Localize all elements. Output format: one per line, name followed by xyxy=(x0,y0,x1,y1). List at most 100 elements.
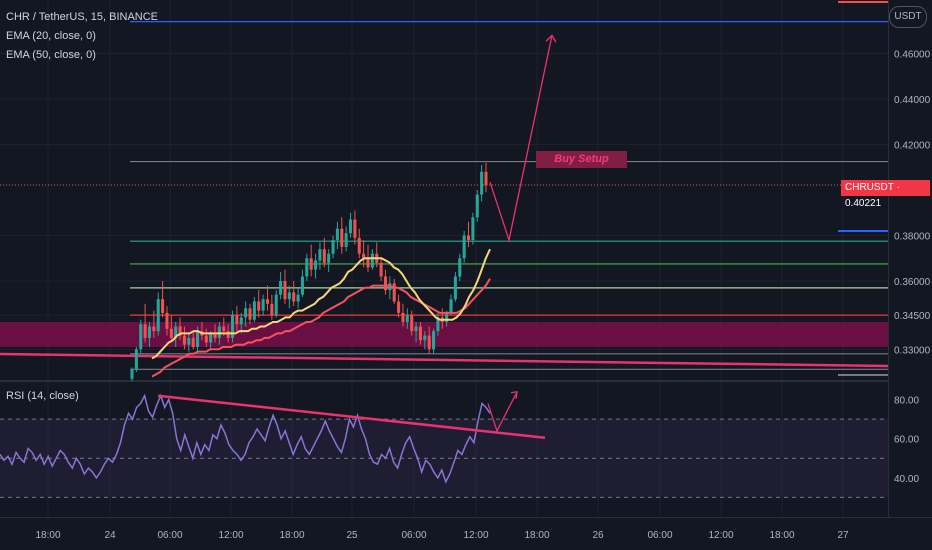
candle-body-37 xyxy=(292,292,296,302)
rsi-tick-label-2: 40.00 xyxy=(894,474,919,485)
price-tick-label-7: 0.33000 xyxy=(894,345,931,356)
time-tick-label-2: 06:00 xyxy=(157,530,182,541)
grid-lines xyxy=(0,0,932,518)
candle-body-13 xyxy=(187,337,191,345)
candle-body-17 xyxy=(204,335,208,343)
candle-body-5 xyxy=(152,326,156,332)
time-tick-label-8: 18:00 xyxy=(524,530,549,541)
price-tick-label-4: 0.38000 xyxy=(894,232,931,243)
candle-body-14 xyxy=(191,337,195,348)
candle-body-35 xyxy=(283,281,287,300)
price-tick-label-5: 0.36000 xyxy=(894,277,931,288)
time-tick-label-0: 18:00 xyxy=(35,530,60,541)
candle-body-51 xyxy=(353,219,357,238)
trend-line-lower xyxy=(0,352,889,368)
time-tick-label-4: 18:00 xyxy=(279,530,304,541)
candle-body-81 xyxy=(484,171,488,186)
candle-body-23 xyxy=(230,315,235,338)
last-price-tag: CHRUSDT · 0.40221 xyxy=(841,180,930,209)
candle-body-9 xyxy=(169,328,173,338)
candle-body-50 xyxy=(348,219,353,234)
candle-body-78 xyxy=(471,217,475,241)
candle-body-2 xyxy=(139,324,143,350)
candle-body-42 xyxy=(314,260,318,270)
candle-body-6 xyxy=(156,299,160,332)
candle-body-54 xyxy=(366,258,370,268)
candle-body-27 xyxy=(248,308,252,320)
time-tick-label-10: 06:00 xyxy=(647,530,672,541)
candle-body-63 xyxy=(405,315,409,322)
rsi-panel xyxy=(0,390,888,498)
time-tick-label-6: 06:00 xyxy=(401,530,426,541)
candle-body-65 xyxy=(414,326,418,332)
candle-body-11 xyxy=(178,326,182,336)
candle-body-22 xyxy=(226,331,230,338)
rsi-legend[interactable]: RSI (14, close) xyxy=(6,390,79,402)
ema50-legend[interactable]: EMA (50, close, 0) xyxy=(6,49,96,61)
price-tick-label-0: 0.46000 xyxy=(894,49,931,60)
candle-body-53 xyxy=(362,253,366,259)
candle-body-34 xyxy=(279,281,283,295)
candle-body-72 xyxy=(445,312,449,322)
time-tick-label-13: 27 xyxy=(837,530,849,541)
candle-body-73 xyxy=(449,299,453,313)
time-tick-label-12: 18:00 xyxy=(769,530,794,541)
projection-arrowhead xyxy=(545,34,557,43)
candle-body-32 xyxy=(270,303,274,316)
candle-body-36 xyxy=(287,292,291,300)
candle-body-55 xyxy=(370,253,374,268)
candle-body-70 xyxy=(436,317,440,332)
currency-selector[interactable]: USDT xyxy=(889,6,927,28)
ema20-legend[interactable]: EMA (20, close, 0) xyxy=(6,30,96,42)
candle-body-64 xyxy=(410,315,414,332)
time-tick-label-7: 12:00 xyxy=(463,530,488,541)
candle-body-7 xyxy=(161,299,165,313)
candle-body-38 xyxy=(296,294,300,302)
candle-body-1 xyxy=(134,349,138,370)
candle-body-30 xyxy=(261,299,265,311)
symbol-legend[interactable]: CHR / TetherUS, 15, BINANCE xyxy=(6,11,159,23)
candle-body-66 xyxy=(418,326,422,341)
candle-body-4 xyxy=(147,326,152,338)
candle-body-31 xyxy=(265,299,270,304)
candle-body-77 xyxy=(466,235,471,241)
candle-body-68 xyxy=(427,335,431,350)
price-tick-label-2: 0.42000 xyxy=(894,140,931,151)
candlestick-series xyxy=(130,162,488,382)
time-tick-label-5: 25 xyxy=(346,530,358,541)
demand-zone-rect xyxy=(0,321,888,348)
candle-body-60 xyxy=(392,283,396,302)
candle-body-58 xyxy=(383,276,388,291)
time-axis[interactable]: 18:00 24 06:00 12:00 18:00 25 06:00 12:00 18:00 2… xyxy=(35,530,849,541)
rsi-tick-label-0: 80.00 xyxy=(894,396,919,407)
candle-body-41 xyxy=(309,258,313,270)
ema20-line xyxy=(151,248,491,360)
candle-body-26 xyxy=(244,308,248,318)
candle-body-61 xyxy=(397,301,401,313)
ema50-line xyxy=(151,278,491,378)
candle-body-80 xyxy=(480,171,484,195)
candle-body-20 xyxy=(217,326,221,338)
candle-body-15 xyxy=(196,331,200,348)
time-tick-label-9: 26 xyxy=(592,530,604,541)
candle-body-49 xyxy=(344,233,348,247)
time-tick-label-11: 12:00 xyxy=(708,530,733,541)
candle-body-3 xyxy=(143,324,147,338)
candle-body-12 xyxy=(182,335,186,345)
candle-body-39 xyxy=(300,276,304,295)
candle-body-76 xyxy=(462,235,466,259)
candle-body-19 xyxy=(213,333,217,338)
candle-body-79 xyxy=(475,194,479,218)
buy-setup-label: Buy Setup xyxy=(536,151,627,168)
price-axis[interactable]: 0.46000 0.44000 0.42000 0.38000 0.36000 0.345… xyxy=(894,49,931,484)
candle-body-18 xyxy=(209,333,213,343)
candle-body-75 xyxy=(458,258,462,277)
candle-body-10 xyxy=(174,326,178,338)
rsi-projection xyxy=(487,391,518,433)
candle-body-47 xyxy=(335,228,339,241)
candle-body-0 xyxy=(130,369,134,379)
time-tick-label-3: 12:00 xyxy=(218,530,243,541)
price-tick-label-1: 0.44000 xyxy=(894,95,931,106)
rsi-divergence-line xyxy=(157,394,546,440)
